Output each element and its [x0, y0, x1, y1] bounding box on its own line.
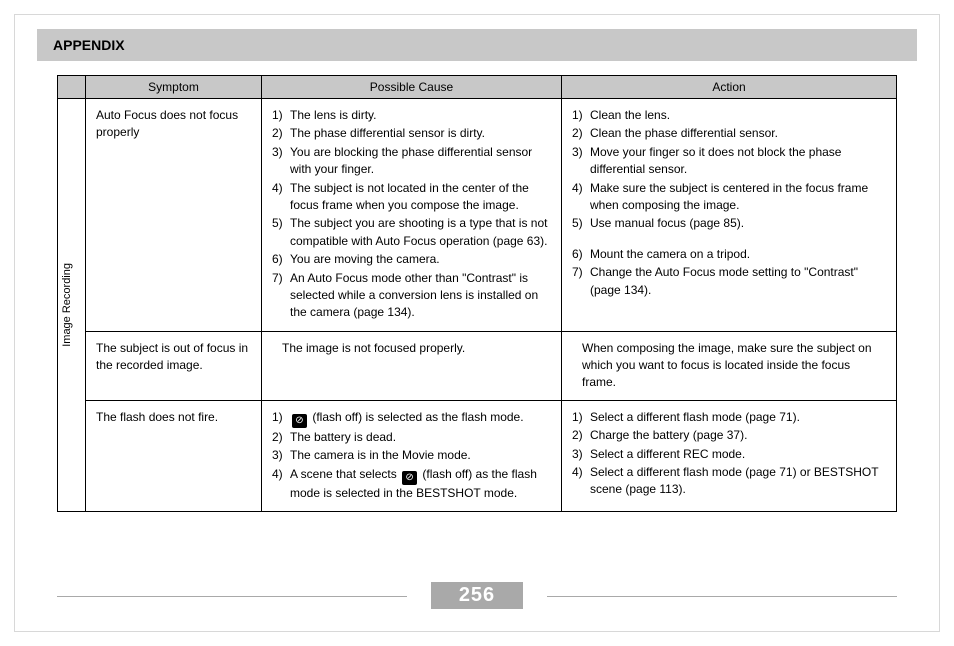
flash-off-icon: ⊘	[402, 471, 417, 485]
action-cell: 1)Select a different flash mode (page 71…	[562, 400, 897, 511]
list-item: 1)The lens is dirty.	[272, 107, 551, 124]
col-category-header	[58, 76, 86, 99]
list-item: 2)Clean the phase differential sensor.	[572, 125, 886, 142]
symptom-cell: The flash does not fire.	[86, 400, 262, 511]
list-item: 3)Move your finger so it does not block …	[572, 144, 886, 179]
cause-cell: 1) ⊘ (flash off) is selected as the flas…	[262, 400, 562, 511]
flash-off-icon: ⊘	[292, 414, 307, 428]
action-cell: When composing the image, make sure the …	[562, 331, 897, 400]
cause-list: 1)The lens is dirty. 2)The phase differe…	[272, 107, 551, 322]
list-item: 4)Select a different flash mode (page 71…	[572, 464, 886, 499]
col-cause-header: Possible Cause	[262, 76, 562, 99]
list-item: 3)Select a different REC mode.	[572, 446, 886, 463]
list-item: 2)The phase differential sensor is dirty…	[272, 125, 551, 142]
action-list: 1)Clean the lens. 2)Clean the phase diff…	[572, 107, 886, 233]
troubleshooting-table: Symptom Possible Cause Action Image Reco…	[57, 75, 897, 512]
table-row: The subject is out of focus in the recor…	[58, 331, 897, 400]
table-header-row: Symptom Possible Cause Action	[58, 76, 897, 99]
troubleshooting-table-wrap: Symptom Possible Cause Action Image Reco…	[57, 75, 897, 512]
list-item: 6)Mount the camera on a tripod.	[572, 246, 886, 263]
list-item: 1)Select a different flash mode (page 71…	[572, 409, 886, 426]
action-cell: 1)Clean the lens. 2)Clean the phase diff…	[562, 99, 897, 332]
list-item: 1)Clean the lens.	[572, 107, 886, 124]
list-item: 4)Make sure the subject is centered in t…	[572, 180, 886, 215]
category-label: Image Recording	[60, 263, 76, 347]
list-item: 6)You are moving the camera.	[272, 251, 551, 268]
symptom-cell: The subject is out of focus in the recor…	[86, 331, 262, 400]
col-symptom-header: Symptom	[86, 76, 262, 99]
action-text: When composing the image, make sure the …	[572, 340, 886, 392]
action-list: 1)Select a different flash mode (page 71…	[572, 409, 886, 499]
cause-cell: 1)The lens is dirty. 2)The phase differe…	[262, 99, 562, 332]
list-item: 4) A scene that selects ⊘ (flash off) as…	[272, 466, 551, 502]
cause-cell: The image is not focused properly.	[262, 331, 562, 400]
cause-list: 1) ⊘ (flash off) is selected as the flas…	[272, 409, 551, 502]
list-item: 5)The subject you are shooting is a type…	[272, 215, 551, 250]
list-item: 7)An Auto Focus mode other than "Contras…	[272, 270, 551, 322]
page-frame: APPENDIX Symptom Possible Cause Action I…	[14, 14, 940, 632]
page-number: 256	[431, 582, 523, 609]
list-item: 4)The subject is not located in the cent…	[272, 180, 551, 215]
symptom-cell: Auto Focus does not focus properly	[86, 99, 262, 332]
list-item: 7)Change the Auto Focus mode setting to …	[572, 264, 886, 299]
page-number-wrap: 256	[15, 582, 939, 609]
appendix-header: APPENDIX	[37, 29, 917, 61]
list-item: 1) ⊘ (flash off) is selected as the flas…	[272, 409, 551, 428]
list-item: 5)Use manual focus (page 85).	[572, 215, 886, 232]
category-cell: Image Recording	[58, 99, 86, 512]
list-item: 2)Charge the battery (page 37).	[572, 427, 886, 444]
table-row: Image Recording Auto Focus does not focu…	[58, 99, 897, 332]
list-item: 3)The camera is in the Movie mode.	[272, 447, 551, 464]
col-action-header: Action	[562, 76, 897, 99]
list-item: 2)The battery is dead.	[272, 429, 551, 446]
list-item: 3)You are blocking the phase differentia…	[272, 144, 551, 179]
cause-text: The image is not focused properly.	[272, 340, 551, 357]
action-list-cont: 6)Mount the camera on a tripod. 7)Change…	[572, 246, 886, 299]
appendix-title: APPENDIX	[53, 37, 125, 53]
table-row: The flash does not fire. 1) ⊘ (flash off…	[58, 400, 897, 511]
